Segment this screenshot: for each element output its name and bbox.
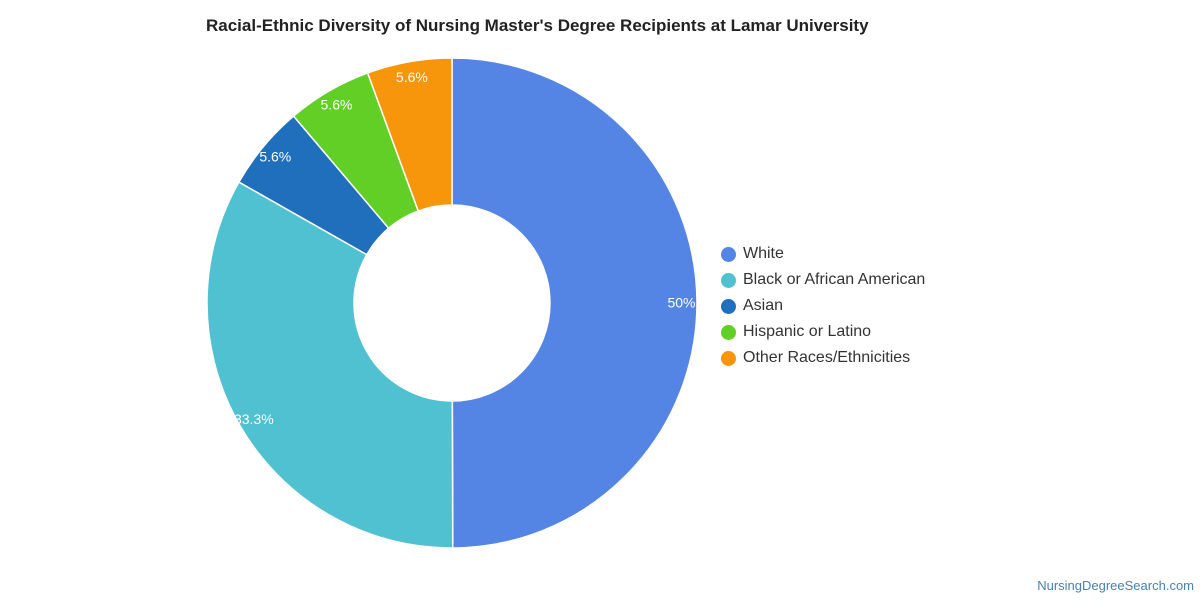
chart-legend: White Black or African American Asian Hi… bbox=[721, 241, 925, 371]
legend-item-asian[interactable]: Asian bbox=[721, 293, 925, 319]
legend-item-white[interactable]: White bbox=[721, 241, 925, 267]
slice-label-hispanic-or-latino: 5.6% bbox=[321, 97, 353, 113]
legend-swatch-icon bbox=[721, 272, 736, 288]
slice-black-or-african-american[interactable] bbox=[206, 181, 454, 549]
legend-label: Other Races/Ethnicities bbox=[743, 349, 911, 366]
legend-swatch-icon bbox=[721, 246, 736, 262]
legend-swatch-icon bbox=[721, 350, 736, 366]
source-credit-link[interactable]: NursingDegreeSearch.com bbox=[1037, 578, 1194, 593]
legend-item-other-races-ethnicities[interactable]: Other Races/Ethnicities bbox=[721, 345, 925, 371]
chart-title: Racial-Ethnic Diversity of Nursing Maste… bbox=[206, 16, 869, 35]
legend-item-hispanic-or-latino[interactable]: Hispanic or Latino bbox=[721, 319, 925, 345]
slice-labels-layer: 50% 33.3% 5.6% 5.6% 5.6% bbox=[234, 69, 696, 427]
legend-label: Hispanic or Latino bbox=[743, 323, 872, 340]
slice-label-other-races-ethnicities: 5.6% bbox=[396, 69, 428, 85]
slice-other-races-ethnicities[interactable] bbox=[366, 57, 453, 212]
slice-label-asian: 5.6% bbox=[259, 149, 291, 165]
legend-item-black-or-african-american[interactable]: Black or African American bbox=[721, 267, 925, 293]
slice-white[interactable] bbox=[451, 57, 698, 549]
legend-label: Asian bbox=[743, 297, 784, 314]
legend-label: White bbox=[743, 245, 784, 262]
legend-label: Black or African American bbox=[743, 271, 926, 288]
slices-layer bbox=[206, 57, 698, 549]
slice-label-black-or-african-american: 33.3% bbox=[234, 411, 274, 427]
legend-swatch-icon bbox=[721, 298, 736, 314]
slice-label-white: 50% bbox=[667, 295, 695, 311]
legend-swatch-icon bbox=[721, 324, 736, 340]
